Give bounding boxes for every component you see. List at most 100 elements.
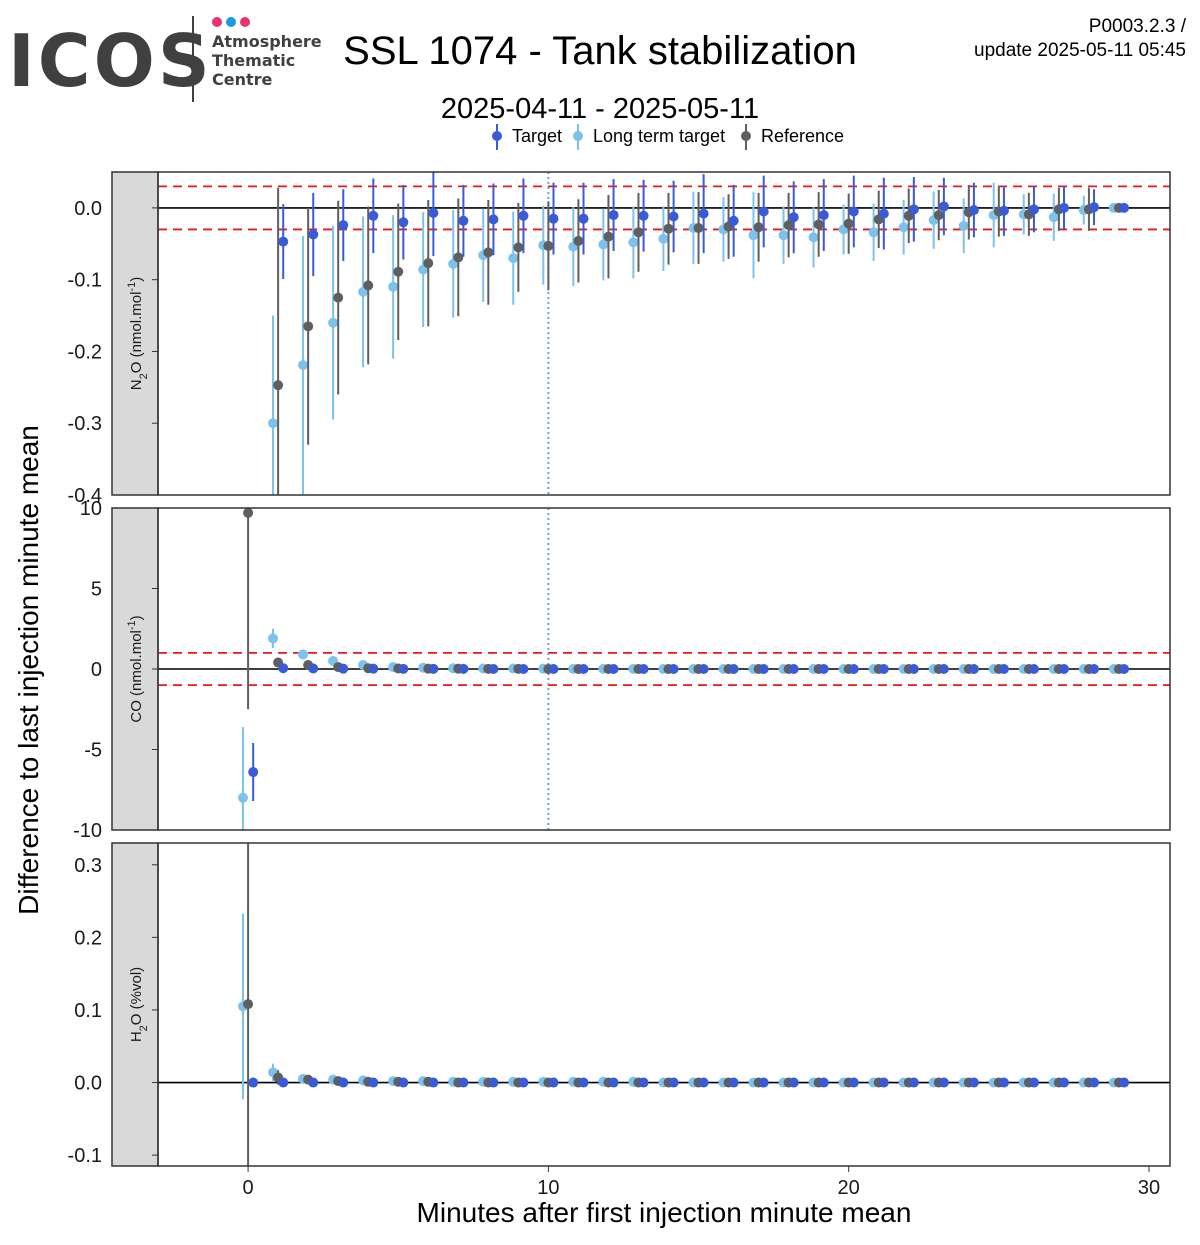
panel-strip — [111, 842, 159, 1167]
point-target — [398, 217, 409, 228]
point-target — [998, 1077, 1009, 1088]
point-target — [1119, 1077, 1130, 1088]
panel-border — [157, 842, 1171, 1167]
point-target — [518, 1077, 529, 1088]
point-target — [548, 664, 559, 674]
point-reference — [423, 258, 434, 269]
point-long-term-target — [628, 237, 639, 248]
point-long-term-target — [808, 232, 819, 243]
point-target — [698, 664, 709, 674]
point-reference — [453, 252, 464, 263]
point-reference — [603, 231, 614, 242]
point-target — [908, 1077, 919, 1088]
point-target — [638, 1077, 649, 1088]
legend-label-0: Target — [512, 126, 562, 146]
legend: Target Long term target Reference — [492, 124, 844, 150]
panel-border — [157, 171, 1171, 496]
logo-sub-line-1: Atmosphere — [212, 32, 322, 51]
point-reference — [513, 242, 524, 253]
point-target — [518, 210, 529, 221]
point-reference — [363, 280, 374, 291]
point-target — [1028, 1077, 1039, 1088]
point-reference — [813, 219, 824, 230]
point-long-term-target — [268, 418, 279, 429]
chart-title: SSL 1074 - Tank stabilization — [343, 29, 857, 73]
point-target — [998, 664, 1009, 674]
point-target — [1058, 664, 1069, 674]
point-long-term-target — [658, 233, 669, 244]
point-target — [1028, 204, 1039, 215]
point-target — [368, 210, 379, 221]
point-target — [788, 212, 799, 223]
point-target — [608, 210, 619, 221]
point-target — [578, 213, 589, 224]
point-target — [878, 1077, 889, 1088]
point-reference — [783, 220, 794, 231]
point-reference — [573, 235, 584, 246]
point-target — [818, 1077, 829, 1088]
point-target — [278, 663, 289, 674]
x-tick-label-2: 20 — [838, 1177, 860, 1199]
point-target — [788, 664, 799, 674]
y-tick-label-1: -5 — [84, 740, 102, 762]
point-reference — [663, 223, 674, 234]
point-reference — [303, 321, 314, 332]
panel-strip — [111, 507, 159, 831]
y-tick-label-0: -0.1 — [68, 1145, 102, 1167]
point-target — [878, 208, 889, 219]
point-long-term-target — [298, 649, 309, 660]
point-target — [338, 220, 349, 231]
point-target — [1028, 664, 1039, 674]
point-target — [488, 214, 499, 225]
chart-subtitle: 2025-04-11 - 2025-05-11 — [441, 93, 759, 125]
panel-1: CO (nmol.mol-1) -10 -5 0 5 10 — [73, 498, 1171, 842]
point-target — [608, 664, 619, 674]
y-tick-label-4: 0.0 — [74, 198, 102, 220]
point-target — [488, 1077, 499, 1088]
point-target — [938, 664, 949, 674]
point-reference — [693, 222, 704, 233]
panel-strip-label: N2O (nmol.mol-1) — [126, 277, 150, 390]
point-long-term-target — [298, 360, 309, 371]
panels: N2O (nmol.mol-1) -0.4 -0.3 -0.2 -0.1 0.0 CO (n… — [68, 171, 1171, 1199]
panel-strip-label: H2O (%vol) — [128, 967, 150, 1042]
point-target — [758, 1077, 769, 1088]
point-target — [848, 1077, 859, 1088]
point-target — [638, 664, 649, 674]
y-tick-label-3: -0.1 — [68, 270, 102, 292]
point-reference — [243, 508, 254, 518]
point-target — [758, 664, 769, 674]
point-target — [338, 663, 349, 674]
point-target — [578, 1077, 589, 1088]
point-long-term-target — [868, 227, 879, 238]
point-target — [668, 1077, 679, 1088]
point-target — [458, 663, 469, 674]
y-tick-label-1: -0.3 — [68, 413, 102, 435]
x-tick-label-1: 10 — [537, 1177, 559, 1199]
point-target — [938, 201, 949, 212]
point-target — [968, 1077, 979, 1088]
point-target — [368, 663, 379, 674]
point-long-term-target — [598, 239, 609, 250]
panel-strip — [111, 171, 159, 496]
point-target — [428, 207, 439, 218]
point-reference — [393, 266, 404, 277]
panel-plot-area — [158, 172, 1170, 495]
point-target — [698, 1077, 709, 1088]
point-target — [518, 664, 529, 674]
point-target — [278, 1077, 289, 1088]
y-tick-label-1: 0.0 — [74, 1073, 102, 1095]
point-target — [608, 1077, 619, 1088]
point-long-term-target — [778, 230, 789, 241]
point-target — [248, 1077, 259, 1088]
point-target — [668, 211, 679, 222]
point-target — [1058, 1077, 1069, 1088]
point-target — [1089, 1077, 1100, 1088]
point-target — [1089, 664, 1100, 674]
y-tick-label-0: -10 — [73, 820, 102, 842]
point-target — [728, 215, 739, 226]
point-target — [818, 210, 829, 221]
point-target — [308, 663, 319, 674]
point-target — [548, 213, 559, 224]
